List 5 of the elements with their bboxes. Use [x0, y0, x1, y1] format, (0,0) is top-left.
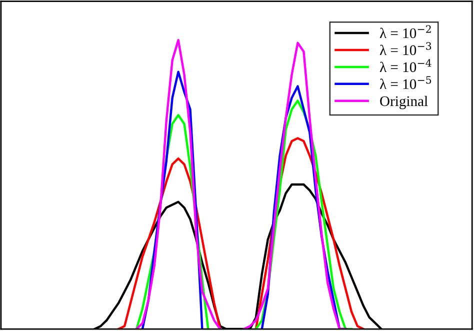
- legend-label: λ = 10$^{−2}$: [380, 25, 431, 38]
- legend-label: λ = 10$^{−3}$: [380, 42, 432, 56]
- legend-label: Original: [380, 96, 428, 110]
- legend-label: λ = 10$^{−4}$: [380, 59, 432, 72]
- legend-label: λ = 10$^{−5}$: [380, 76, 432, 90]
